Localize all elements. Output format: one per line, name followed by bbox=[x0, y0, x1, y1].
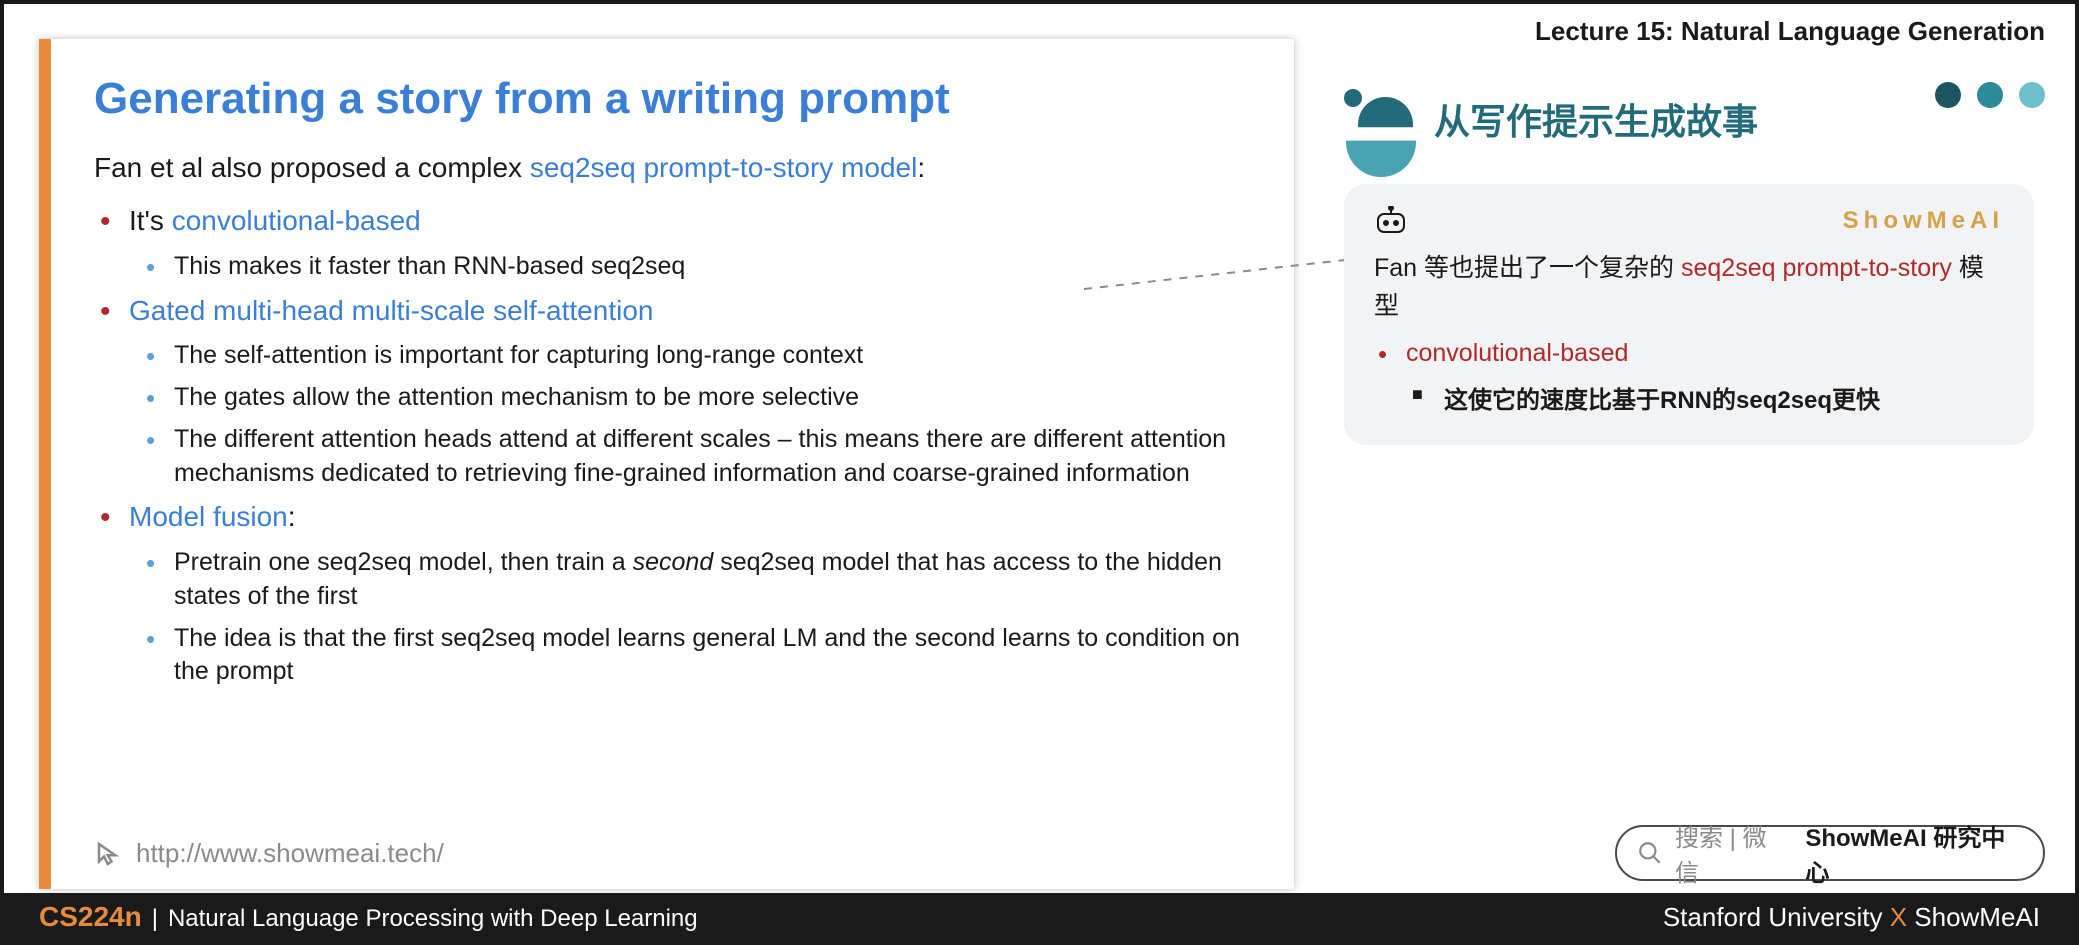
bottom-right: Stanford University X ShowMeAI bbox=[1663, 902, 2040, 933]
accent-bar bbox=[39, 39, 51, 889]
b2-sub1: The self-attention is important for capt… bbox=[94, 339, 1254, 373]
card-intro-hl: seq2seq prompt-to-story bbox=[1681, 254, 1952, 282]
b3-highlight: Model fusion bbox=[129, 501, 288, 532]
b3-sub1-a: Pretrain one seq2seq model, then train a bbox=[174, 548, 633, 576]
br-x: X bbox=[1890, 902, 1907, 932]
bottom-left: CS224n | Natural Language Processing wit… bbox=[39, 901, 698, 933]
bottom-bar: CS224n | Natural Language Processing wit… bbox=[4, 893, 2075, 941]
slide-title: Generating a story from a writing prompt bbox=[94, 74, 1254, 124]
intro-highlight: seq2seq prompt-to-story model bbox=[530, 152, 918, 183]
course-subtitle: Natural Language Processing with Deep Le… bbox=[168, 905, 698, 933]
dot-3 bbox=[2019, 82, 2045, 108]
intro-post: : bbox=[917, 152, 925, 183]
brand-label: ShowMeAI bbox=[1843, 207, 2004, 235]
title-decor-icon bbox=[1344, 89, 1416, 149]
intro-line: Fan et al also proposed a complex seq2se… bbox=[94, 152, 1254, 184]
search-strong: ShowMeAI 研究中心 bbox=[1805, 818, 2023, 888]
footer-link[interactable]: http://www.showmeai.tech/ bbox=[94, 838, 444, 869]
b2-sub2: The gates allow the attention mechanism … bbox=[94, 381, 1254, 415]
card-intro-a: Fan 等也提出了一个复杂的 bbox=[1374, 254, 1681, 282]
right-title: 从写作提示生成故事 bbox=[1434, 93, 1758, 145]
footer-url: http://www.showmeai.tech/ bbox=[136, 838, 444, 869]
search-icon bbox=[1637, 840, 1663, 866]
b3-post: : bbox=[288, 501, 296, 532]
search-pill[interactable]: 搜索 | 微信 ShowMeAI 研究中心 bbox=[1615, 825, 2045, 881]
br-b: ShowMeAI bbox=[1907, 902, 2040, 932]
cursor-icon bbox=[94, 839, 124, 869]
course-code: CS224n bbox=[39, 901, 142, 933]
card-b1-text: convolutional-based bbox=[1406, 339, 1628, 367]
b3-sub1-em: second bbox=[633, 548, 714, 576]
b2-sub3: The different attention heads attend at … bbox=[94, 423, 1254, 491]
right-title-row: 从写作提示生成故事 bbox=[1344, 89, 1758, 149]
search-hint: 搜索 | 微信 bbox=[1675, 818, 1787, 888]
bullet-convolutional: It's convolutional-based bbox=[94, 202, 1254, 240]
b3-sub1: Pretrain one seq2seq model, then train a… bbox=[94, 546, 1254, 614]
intro-pre: Fan et al also proposed a complex bbox=[94, 152, 530, 183]
slide-content: Generating a story from a writing prompt… bbox=[94, 74, 1254, 697]
card-intro: Fan 等也提出了一个复杂的 seq2seq prompt-to-story 模… bbox=[1374, 250, 2004, 325]
bullet-attention: Gated multi-head multi-scale self-attent… bbox=[94, 292, 1254, 330]
br-a: Stanford University bbox=[1663, 902, 1890, 932]
slide-card: Generating a story from a writing prompt… bbox=[39, 39, 1294, 889]
decor-dots bbox=[1935, 82, 2045, 108]
card-bullet-2: 这使它的速度比基于RNN的seq2seq更快 bbox=[1374, 380, 2004, 415]
b3-sub2: The idea is that the first seq2seq model… bbox=[94, 622, 1254, 690]
dot-1 bbox=[1935, 82, 1961, 108]
translation-card: ShowMeAI Fan 等也提出了一个复杂的 seq2seq prompt-t… bbox=[1344, 184, 2034, 445]
separator: | bbox=[152, 905, 158, 933]
card-bullet-1: convolutional-based bbox=[1374, 339, 2004, 368]
bullet-fusion: Model fusion: bbox=[94, 498, 1254, 536]
b1-sub1: This makes it faster than RNN-based seq2… bbox=[94, 250, 1254, 284]
lecture-header: Lecture 15: Natural Language Generation bbox=[1535, 16, 2045, 47]
robot-icon bbox=[1374, 206, 1408, 236]
card-header: ShowMeAI bbox=[1374, 206, 2004, 236]
b1-highlight: convolutional-based bbox=[172, 205, 421, 236]
b1-pre: It's bbox=[129, 205, 172, 236]
dot-2 bbox=[1977, 82, 2003, 108]
b2-highlight: Gated multi-head multi-scale self-attent… bbox=[129, 295, 653, 326]
